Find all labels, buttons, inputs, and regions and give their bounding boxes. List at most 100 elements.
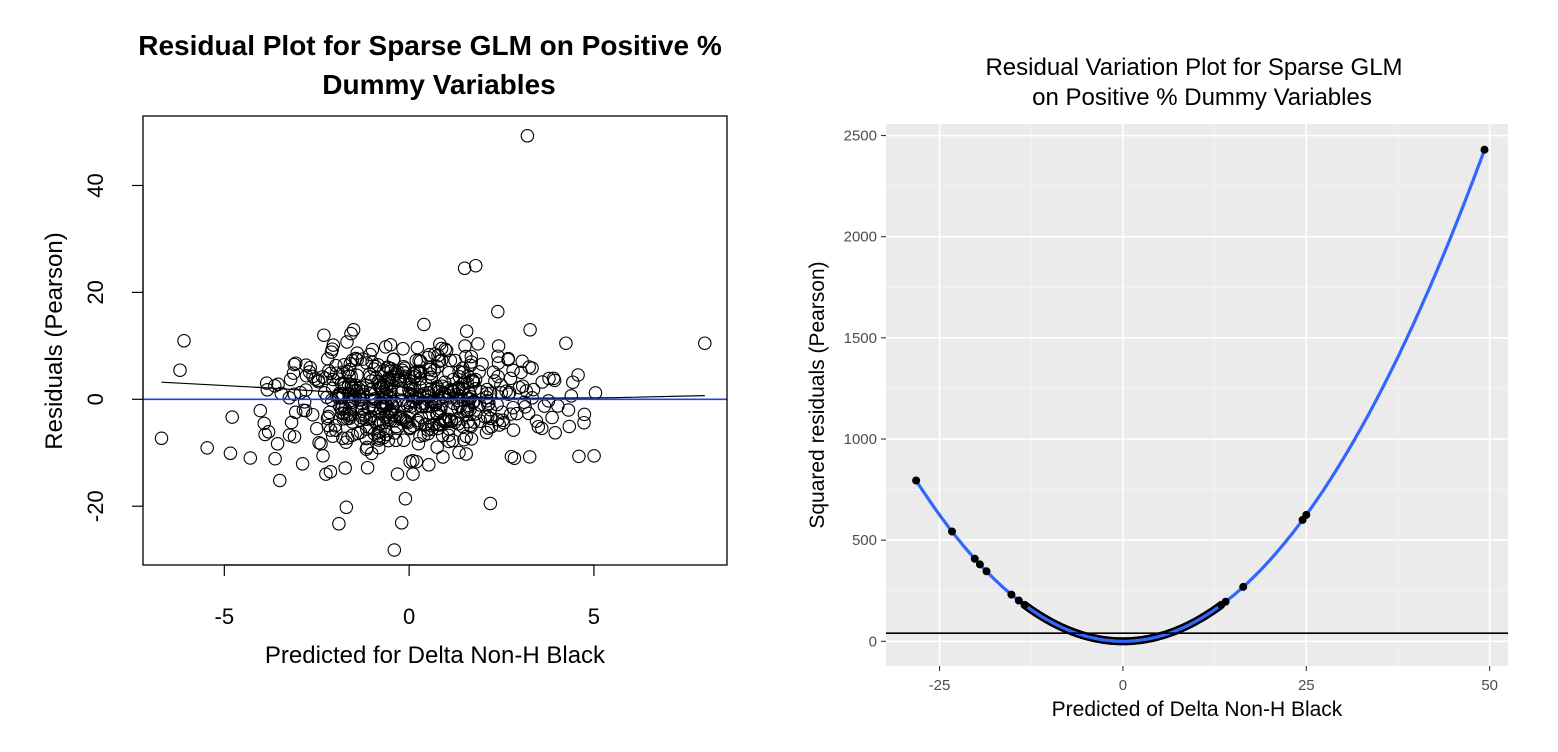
residual-point (441, 428, 456, 443)
residual-point (491, 356, 506, 370)
residual-point (379, 427, 394, 442)
residual-point (322, 364, 336, 378)
residual-point (336, 431, 350, 446)
residual-point (258, 427, 272, 442)
residual-point (409, 454, 424, 469)
residual-point (173, 363, 187, 377)
residual-point (299, 358, 313, 372)
x-tick-label: 50 (1481, 677, 1498, 694)
residual-point (364, 446, 379, 461)
residual-point (406, 467, 420, 481)
residual-point (332, 517, 346, 531)
left-lines (143, 381, 727, 401)
residual-point (328, 423, 343, 437)
residual-point (243, 451, 258, 465)
left-points (154, 129, 712, 557)
residual-point (482, 396, 496, 411)
residual-point (535, 375, 549, 389)
residual-point (346, 323, 361, 337)
residual-point (473, 414, 488, 428)
residual-point (546, 371, 561, 386)
right-marks (886, 145, 1508, 646)
residual-point (431, 382, 446, 396)
residual-point (413, 364, 427, 378)
residual-point (380, 381, 394, 395)
y-tick-label: 20 (83, 280, 108, 304)
residual-point (577, 415, 591, 430)
residual-point (428, 397, 442, 412)
residual-point (320, 352, 335, 366)
x-tick-label: 0 (403, 604, 415, 629)
residual-point (200, 441, 214, 455)
residual-point (350, 352, 364, 367)
residual-point (257, 416, 271, 431)
residual-point (288, 356, 303, 370)
residual-point (305, 407, 320, 422)
left-title-line-2: Dummy Variables (322, 69, 555, 100)
residual-point (396, 360, 411, 374)
residual-point (297, 395, 312, 409)
residual-point (324, 345, 339, 359)
residual-point (424, 418, 439, 433)
residual-point (332, 372, 346, 386)
residual-point (551, 399, 565, 413)
data-point (1302, 510, 1311, 519)
residual-point (273, 473, 287, 488)
residual-point (337, 406, 351, 421)
right-panel: Residual Variation Plot for Sparse GLM o… (806, 54, 1508, 721)
residual-point (423, 367, 438, 381)
residual-point (494, 378, 508, 392)
residual-point (345, 428, 359, 443)
residual-point (403, 455, 417, 469)
residual-point (390, 467, 405, 481)
residual-point (383, 405, 398, 420)
residual-point (430, 359, 445, 374)
residual-point (480, 410, 495, 424)
residual-point (253, 403, 268, 418)
residual-point (398, 491, 413, 506)
y-tick-label: 0 (83, 393, 108, 405)
right-title-line-2: on Positive % Dummy Variables (1032, 84, 1372, 111)
residual-point (318, 371, 332, 385)
residual-point (446, 433, 460, 448)
data-point (912, 476, 921, 485)
residual-point (464, 349, 479, 364)
residual-point (298, 403, 313, 418)
y-tick-label: 1500 (844, 330, 877, 347)
residual-point (284, 415, 299, 430)
residual-point (388, 426, 402, 440)
residual-point (430, 440, 444, 454)
residual-point (373, 424, 387, 438)
residual-point (415, 400, 430, 414)
residual-point (353, 425, 368, 440)
residual-point (459, 324, 474, 338)
residual-point (421, 350, 435, 365)
residual-point (483, 496, 498, 511)
residual-point (423, 360, 438, 375)
residual-point (361, 401, 376, 416)
residual-point (283, 372, 298, 387)
data-point (1020, 600, 1029, 609)
residual-point (336, 412, 351, 426)
data-point (1007, 590, 1016, 599)
residual-point (465, 373, 480, 387)
residual-point (342, 409, 357, 423)
residual-point (446, 383, 460, 398)
residual-point (491, 369, 505, 384)
residual-point (495, 405, 509, 419)
residual-point (287, 357, 302, 372)
residual-point (282, 391, 297, 405)
residual-point (525, 361, 539, 375)
residual-point (387, 543, 402, 557)
y-tick-label: -20 (83, 490, 108, 522)
residual-point (378, 340, 393, 354)
residual-point (529, 414, 544, 428)
left-y-axis-label: Residuals (Pearson) (41, 232, 68, 449)
residual-point (439, 414, 453, 428)
residual-point (456, 382, 470, 397)
residual-point (328, 418, 343, 433)
residual-point (457, 432, 471, 447)
residual-point (355, 402, 370, 416)
residual-point (337, 376, 351, 391)
residual-point (177, 334, 191, 348)
